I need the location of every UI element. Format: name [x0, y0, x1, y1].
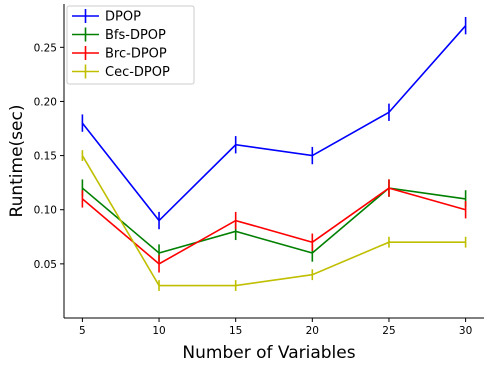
- series-dpop: [81, 16, 467, 230]
- series-line: [81, 187, 466, 265]
- legend: DPOP Bfs-DPOP Brc-DPOP Cec-DPOP: [66, 5, 195, 85]
- series-brc-dpop: [81, 179, 467, 273]
- x-tick-label: 10: [152, 325, 165, 337]
- series-line: [81, 155, 466, 287]
- y-axis-title: Runtime(sec): [7, 105, 27, 218]
- y-ticks: 0.05 0.10 0.15 0.20 0.25: [34, 42, 64, 271]
- legend-label: Brc-DPOP: [105, 47, 167, 62]
- x-ticks: 5 10 15 20 25 30: [79, 318, 472, 337]
- y-tick-label: 0.25: [34, 42, 57, 54]
- y-tick-label: 0.20: [34, 96, 57, 108]
- y-tick-label: 0.10: [34, 205, 57, 217]
- legend-label: Bfs-DPOP: [105, 28, 166, 43]
- legend-entry: DPOP: [72, 9, 141, 25]
- legend-entry: Cec-DPOP: [72, 64, 170, 80]
- x-tick-label: 25: [382, 325, 395, 337]
- x-axis-title: Number of Variables: [182, 343, 355, 363]
- x-tick-label: 20: [306, 325, 319, 337]
- y-tick-label: 0.05: [34, 259, 57, 271]
- legend-label: Cec-DPOP: [105, 65, 170, 80]
- x-tick-label: 5: [79, 325, 86, 337]
- series-line: [81, 187, 466, 254]
- x-tick-label: 15: [229, 325, 242, 337]
- legend-entry: Bfs-DPOP: [72, 27, 166, 43]
- series-cec-dpop: [81, 150, 467, 291]
- axes-layer: [63, 4, 484, 319]
- legend-box: [66, 5, 195, 85]
- legend-label: DPOP: [105, 10, 141, 25]
- y-tick-label: 0.15: [34, 151, 57, 163]
- series-layer: [81, 16, 467, 291]
- legend-entry: Brc-DPOP: [72, 46, 167, 62]
- series-line: [81, 25, 467, 222]
- x-tick-label: 30: [459, 325, 472, 337]
